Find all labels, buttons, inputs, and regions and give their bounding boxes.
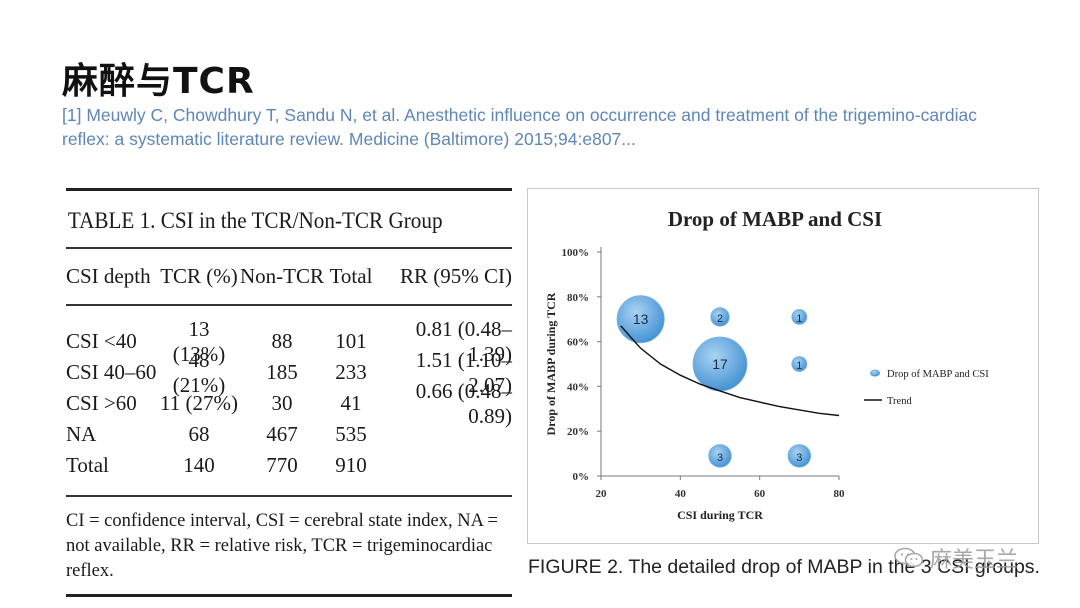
bubble-point (787, 444, 812, 468)
table-cell: CSI <40 (66, 329, 137, 353)
table-cell: 467 (266, 422, 298, 446)
table-bottom-rule (66, 594, 512, 597)
y-axis-label: Drop of MABP during TCR (544, 292, 558, 435)
y-tick-label: 80% (567, 292, 589, 304)
table-header-row: CSI depth TCR (%) Non-TCR Total RR (95% … (66, 249, 512, 304)
table-cell: 770 (266, 453, 298, 477)
table-header-cell: TCR (%) (160, 264, 238, 288)
chart-title: Drop of MABP and CSI (668, 207, 882, 231)
table-cell: 48 (21%) (172, 347, 226, 397)
x-tick-label: 80 (834, 488, 846, 500)
table-cell: 233 (335, 360, 367, 384)
table-body: CSI <40 13 (13%) 88 101 0.81 (0.48–1.39)… (66, 306, 512, 495)
table-cell: 140 (183, 453, 215, 477)
table-cell: 1.51 (1.10–2.07) (415, 347, 512, 397)
table-footnote: CI = confidence interval, CSI = cerebral… (66, 511, 498, 581)
watermark-text: 麻美玉兰 (930, 548, 1019, 573)
y-tick-label: 0% (573, 471, 590, 483)
table-title: TABLE 1. CSI in the TCR/Non-TCR Group (67, 208, 443, 233)
legend-marker-bubble (870, 369, 880, 377)
bubble-point (710, 307, 730, 327)
table-rule (66, 304, 512, 306)
table-row: CSI >60 11 (27%) 30 41 0.66 (0.48–0.89) (66, 379, 512, 428)
table-top-rule (66, 188, 512, 191)
chart-frame: Drop of MABP and CSI 0% 20% 40% 60% 80% 100% 20… (527, 188, 1039, 544)
reference-citation: [1] Meuwly C, Chowdhury T, Sandu N, et a… (62, 105, 978, 149)
x-tick-label: 40 (675, 488, 687, 500)
bubble-point (791, 356, 808, 372)
table-cell: NA (66, 422, 97, 446)
table-cell: 0.81 (0.48–1.39) (415, 316, 512, 366)
table-header-cell: Non-TCR (240, 264, 324, 288)
table-header-cell: RR (95% CI) (400, 264, 512, 288)
bubble-label: 17 (712, 356, 728, 372)
legend-label: Drop of MABP and CSI (887, 369, 989, 380)
table-cell: 910 (335, 453, 367, 477)
bubble-label: 1 (796, 313, 802, 325)
table-cell: 30 (271, 391, 293, 415)
table-cell: 101 (335, 329, 367, 353)
table-cell: 0.66 (0.48–0.89) (415, 378, 512, 428)
table-cell: 68 (188, 422, 210, 446)
y-tick-label: 20% (567, 426, 589, 438)
table-cell: 185 (266, 360, 298, 384)
legend-label: Trend (887, 396, 912, 407)
bubble-label: 13 (633, 311, 649, 327)
bubble-point (791, 309, 808, 325)
table-row: CSI <40 13 (13%) 88 101 0.81 (0.48–1.39) (66, 317, 512, 366)
table-cell: 88 (271, 329, 293, 353)
slide-title: 麻醉与TCR (62, 61, 255, 102)
y-tick-label: 60% (567, 337, 589, 349)
table-row: NA 68 467 535 (66, 419, 512, 450)
table-cell: CSI 40–60 (66, 360, 157, 384)
bubble-point (616, 295, 665, 344)
table-cell: 535 (335, 422, 367, 446)
table-cell: 13 (13%) (172, 316, 226, 366)
bubble-chart: Drop of MABP and CSI 0% 20% 40% 60% 80% 100% 20… (544, 207, 989, 522)
x-tick-label: 20 (596, 488, 608, 500)
y-tick-label: 40% (567, 381, 589, 393)
bubble-label: 2 (717, 313, 723, 325)
x-axis-label: CSI during TCR (677, 508, 763, 522)
table-header-cell: CSI depth (66, 264, 151, 288)
table-header-cell: Total (329, 264, 373, 288)
wechat-icon (894, 547, 924, 568)
table-rule (66, 495, 512, 497)
bubble-label: 1 (796, 360, 802, 372)
bubble-point (708, 444, 732, 468)
table-cell: 41 (340, 391, 362, 415)
watermark: 麻美玉兰 (894, 542, 1018, 574)
x-tick-label: 60 (754, 488, 766, 500)
table-row: Total 140 770 910 (66, 450, 512, 481)
table-rule (66, 247, 512, 249)
trend-line (620, 325, 840, 417)
table-cell: Total (66, 453, 109, 477)
bubble-label: 3 (717, 452, 723, 464)
table-cell: CSI >60 (66, 391, 137, 415)
table-row: CSI 40–60 48 (21%) 185 233 1.51 (1.10–2.… (66, 348, 512, 397)
y-tick-label: 100% (562, 247, 590, 259)
bubble-label: 3 (796, 452, 802, 464)
csi-table: TABLE 1. CSI in the TCR/Non-TCR Group CS… (66, 188, 512, 597)
table-cell: 11 (27%) (160, 391, 238, 415)
